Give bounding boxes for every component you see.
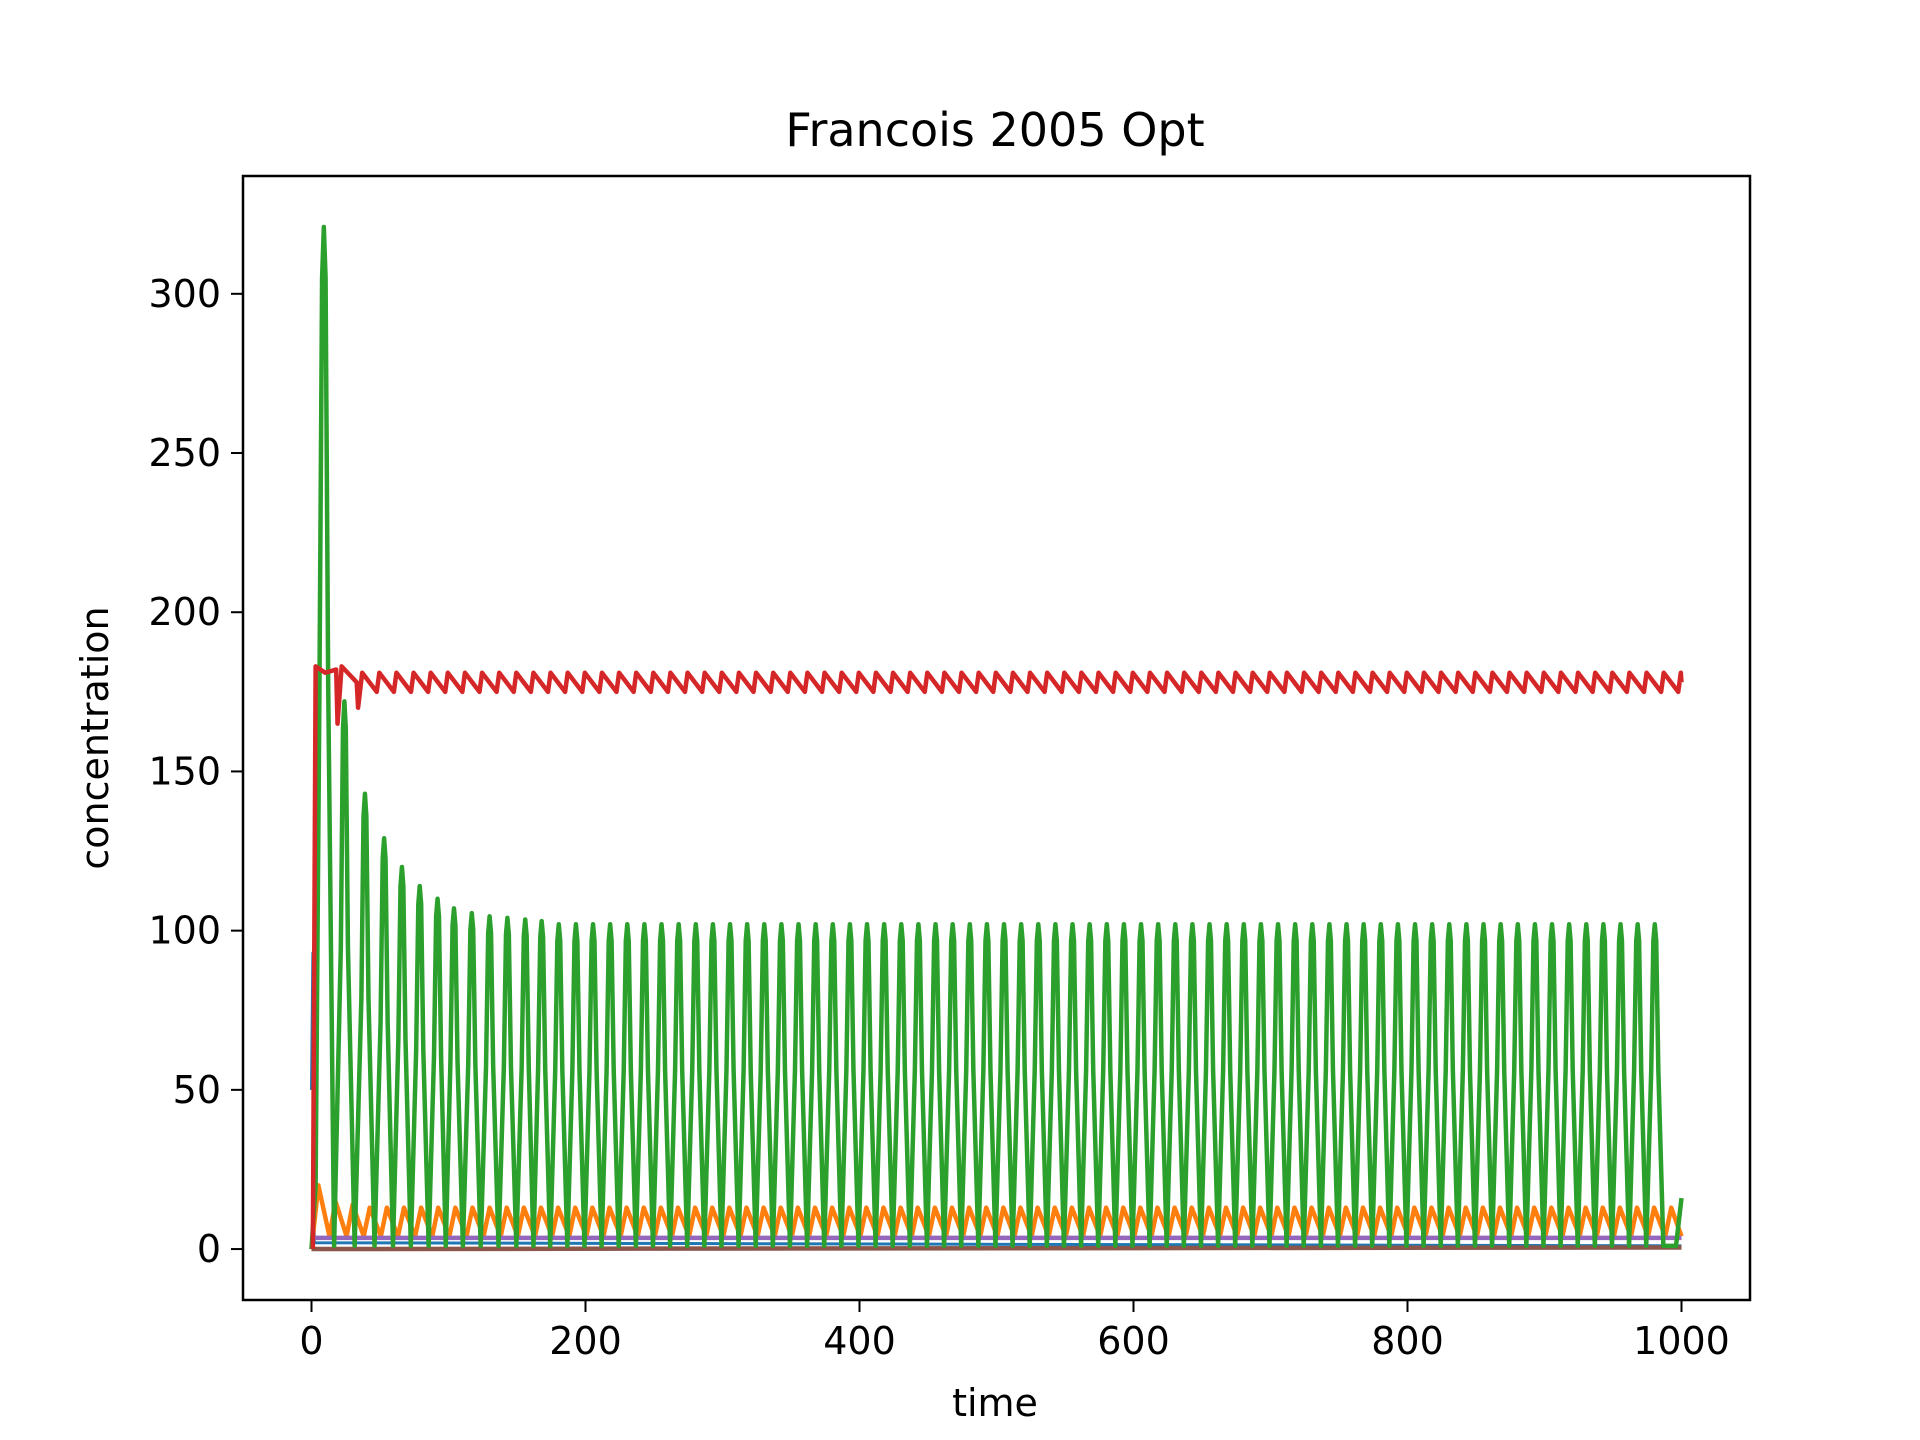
x-tick-label: 0 <box>299 1319 323 1363</box>
y-tick-label: 300 <box>148 272 221 316</box>
x-tick-label: 400 <box>823 1319 896 1363</box>
y-tick-label: 0 <box>197 1227 221 1271</box>
y-axis-label: concentration <box>73 606 117 869</box>
x-axis-label: time <box>952 1381 1038 1425</box>
x-tick-label: 1000 <box>1633 1319 1730 1363</box>
x-tick-label: 200 <box>549 1319 622 1363</box>
y-tick-label: 200 <box>148 590 221 634</box>
y-tick-label: 250 <box>148 431 221 475</box>
series-line-red <box>310 664 1684 1250</box>
plot-area-frame <box>241 174 1752 1302</box>
y-tick-label: 100 <box>148 909 221 953</box>
x-tick-label: 600 <box>1097 1319 1170 1363</box>
chart-title: Francois 2005 Opt <box>785 103 1204 157</box>
y-tick-label: 150 <box>148 749 221 793</box>
series-line-brown <box>311 1245 1682 1252</box>
x-tick-label: 800 <box>1371 1319 1444 1363</box>
series-line-green <box>309 224 1684 1250</box>
y-tick-label: 50 <box>173 1068 221 1112</box>
